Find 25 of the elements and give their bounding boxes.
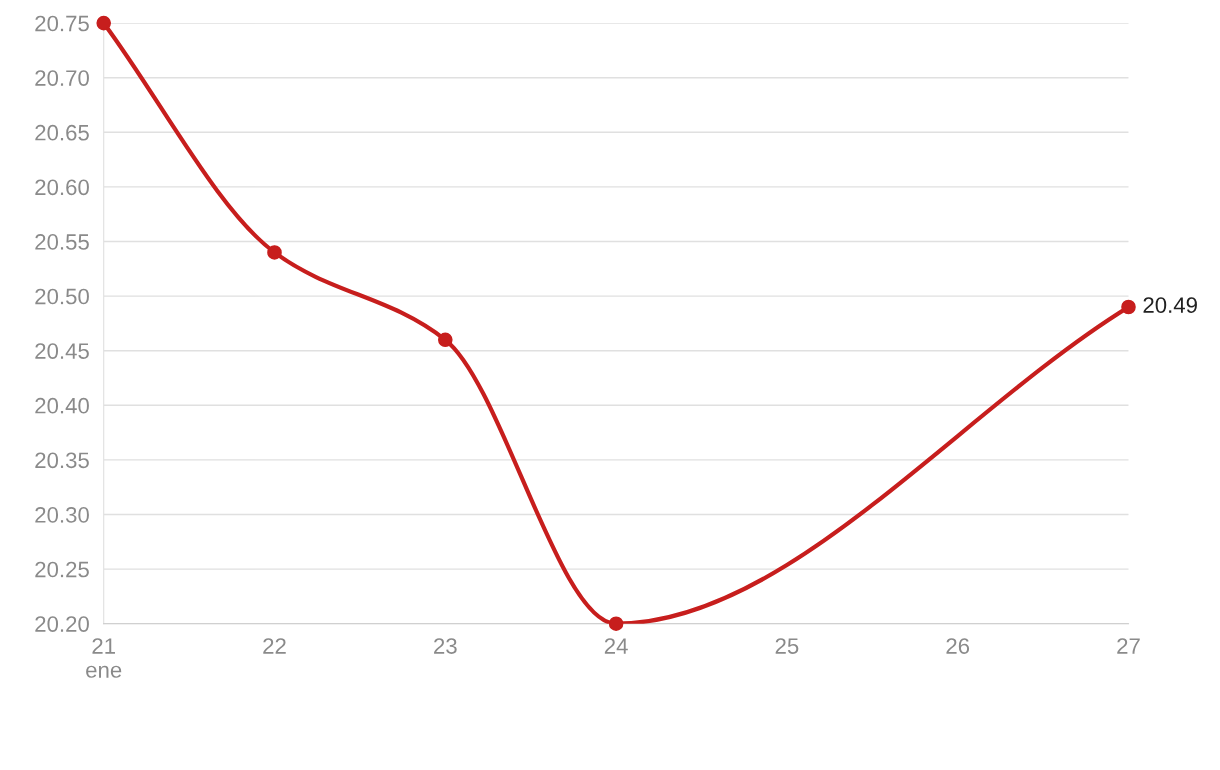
point (438, 332, 453, 348)
y-tick-label: 20.50 (35, 288, 89, 305)
y-tick-label: 20.65 (35, 124, 89, 141)
y-tick-label: 20.75 (35, 15, 89, 32)
point (608, 616, 624, 631)
x-tick-label: 21 ene (86, 638, 122, 678)
y-tick-label: 20.70 (35, 70, 89, 86)
y-tick-label: 20.25 (35, 561, 89, 578)
y-tick-label: 20.30 (35, 507, 89, 523)
x-tick-label: 25 (775, 638, 799, 654)
point (1121, 299, 1136, 315)
y-tick-label: 20.55 (35, 234, 89, 250)
x-tick-label: 27 (1117, 638, 1140, 654)
y-tick-label: 20.35 (35, 452, 89, 469)
y-tick-label: 20.40 (35, 397, 89, 414)
y-tick-label: 20.20 (35, 616, 89, 632)
point (96, 15, 111, 31)
x-tick-label: 22 (263, 638, 286, 654)
x-tick-label: 26 (946, 638, 970, 654)
x-tick-label: 24 (604, 638, 628, 654)
y-tick-label: 20.45 (35, 343, 89, 359)
y-tick-label: 20.60 (35, 179, 89, 196)
data-label: 20.49 (1143, 297, 1197, 313)
x-tick-label: 23 (434, 638, 457, 654)
point (267, 245, 282, 260)
